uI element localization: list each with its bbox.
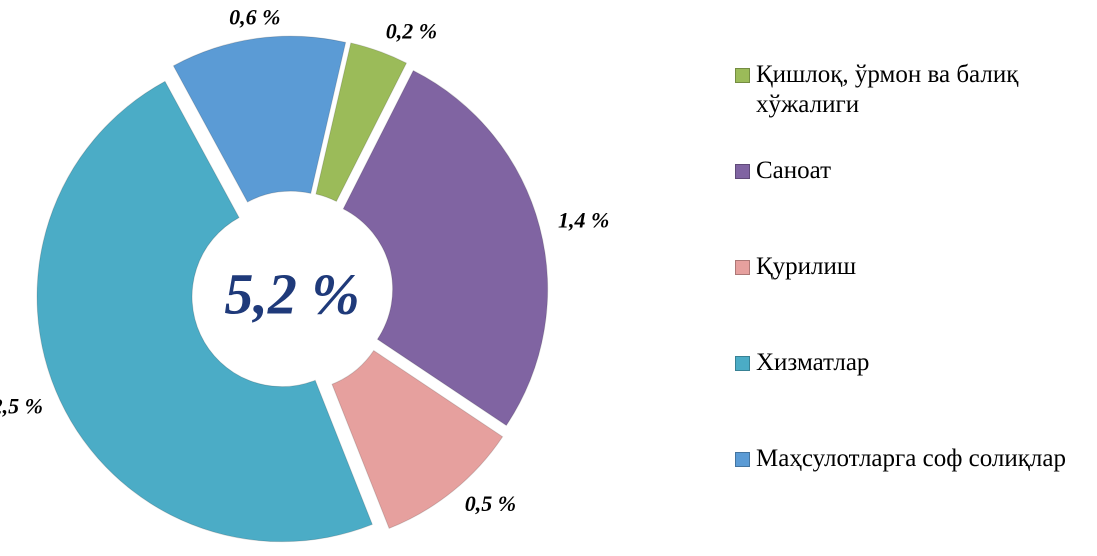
chart: 5,2 % 0,2 % 1,4 % 0,5 % 2,5 % 0,6 %	[0, 5, 609, 543]
value-label: 0,2 %	[386, 19, 437, 44]
legend: Қишлоқ, ўрмон ва балиқ хўжалиги Саноат Қур…	[735, 60, 1095, 540]
legend-swatch	[735, 260, 750, 275]
legend-swatch	[735, 68, 750, 83]
value-label: 0,5 %	[465, 491, 516, 516]
legend-item: Саноат	[735, 156, 1095, 252]
donut-slice	[315, 42, 408, 203]
legend-label: Қишлоқ, ўрмон ва балиқ хўжалиги	[756, 61, 1019, 118]
donut-slice	[331, 349, 504, 529]
legend-item: Қурилиш	[735, 252, 1095, 348]
legend-item: Қишлоқ, ўрмон ва балиқ хўжалиги	[735, 60, 1095, 156]
legend-item: Маҳсулотларга соф солиқлар	[735, 444, 1095, 540]
donut-slice	[342, 69, 549, 427]
value-label: 1,4 %	[558, 207, 609, 232]
legend-swatch	[735, 164, 750, 179]
legend-label: Хизматлар	[756, 349, 870, 376]
legend-label: Саноат	[756, 157, 832, 184]
donut-slice	[36, 80, 373, 543]
value-label: 0,6 %	[229, 5, 280, 30]
legend-swatch	[735, 356, 750, 371]
legend-swatch	[735, 452, 750, 467]
center-label: 5,2 %	[224, 261, 359, 326]
legend-label: Маҳсулотларга соф солиқлар	[756, 445, 1066, 472]
value-label: 2,5 %	[0, 394, 43, 419]
legend-label: Қурилиш	[756, 253, 857, 280]
donut-slice	[172, 35, 347, 203]
legend-item: Хизматлар	[735, 348, 1095, 444]
